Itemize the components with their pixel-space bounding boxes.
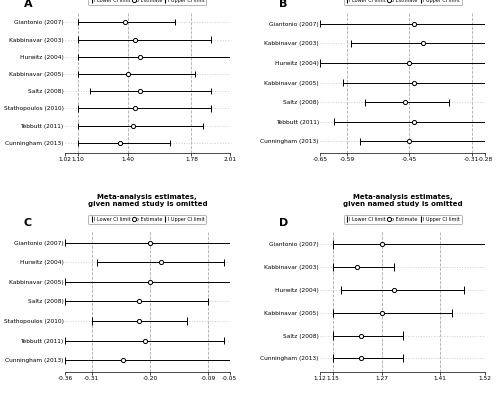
- Text: D: D: [279, 218, 288, 228]
- Legend: I Lower CI limit, o Estimate, I Upper CI limit: I Lower CI limit, o Estimate, I Upper CI…: [344, 0, 462, 5]
- Title: Meta-analysis estimates,
given named study is omitted: Meta-analysis estimates, given named stu…: [343, 194, 462, 207]
- Text: C: C: [24, 218, 32, 228]
- Text: B: B: [279, 0, 287, 9]
- Legend: I Lower CI limit, o Estimate, I Upper CI limit: I Lower CI limit, o Estimate, I Upper CI…: [344, 215, 462, 224]
- Legend: I Lower CI limit, o Estimate, I Upper CI limit: I Lower CI limit, o Estimate, I Upper CI…: [88, 215, 206, 224]
- Text: A: A: [24, 0, 32, 9]
- Title: Meta-analysis estimates,
given named study is omitted: Meta-analysis estimates, given named stu…: [88, 194, 207, 207]
- Legend: I Lower CI limit, o Estimate, I Upper CI limit: I Lower CI limit, o Estimate, I Upper CI…: [88, 0, 206, 5]
